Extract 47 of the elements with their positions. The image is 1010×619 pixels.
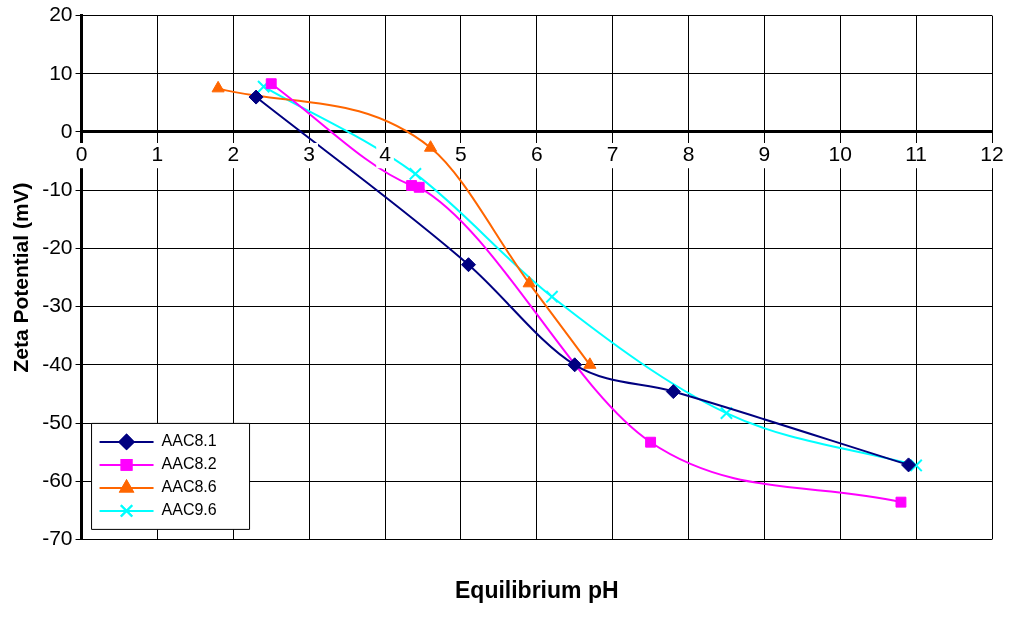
- x-tick-label: 9: [758, 142, 771, 166]
- point: [211, 80, 225, 93]
- point: [256, 79, 271, 94]
- x-tick-label: 5: [455, 142, 467, 166]
- y-tick-label: -40: [42, 351, 73, 375]
- point: [719, 406, 734, 420]
- y-tick-label: 20: [49, 2, 73, 26]
- legend-label: AAC9.6: [161, 501, 217, 519]
- y-tick-label: -50: [42, 409, 73, 433]
- y-tick-label: -30: [42, 293, 73, 317]
- point: [645, 436, 657, 448]
- point: [424, 140, 438, 152]
- x-tick-label: 0: [75, 142, 88, 166]
- x-tick-label: 12: [980, 142, 1004, 166]
- legend-label: AAC8.6: [161, 478, 217, 496]
- x-tick-label: 8: [682, 142, 695, 166]
- point: [909, 458, 923, 473]
- y-tick-label: 10: [49, 60, 73, 84]
- point: [413, 181, 425, 193]
- legend-label: AAC8.2: [161, 455, 217, 473]
- legend-label: AAC8.1: [161, 432, 217, 450]
- point: [583, 357, 597, 369]
- y-tick-label: 0: [60, 118, 73, 142]
- y-tick-label: -10: [42, 177, 73, 200]
- y-tick-label: -60: [42, 468, 73, 491]
- y-tick-label: -70: [42, 526, 73, 550]
- x-tick-label: 10: [828, 142, 852, 166]
- y-axis-title: Zeta Potential (mV): [9, 182, 33, 373]
- point: [545, 290, 559, 304]
- point: [460, 257, 476, 273]
- x-tick-label: 2: [227, 142, 240, 166]
- x-tick-label: 4: [379, 142, 392, 166]
- x-tick-label: 7: [606, 142, 619, 166]
- y-tick-label: -20: [42, 235, 73, 259]
- point: [522, 275, 536, 288]
- point: [901, 457, 917, 473]
- point: [895, 496, 907, 508]
- point: [567, 357, 583, 373]
- point: [665, 384, 681, 400]
- point: [265, 78, 277, 90]
- x-tick-label: 3: [303, 142, 316, 166]
- x-tick-label: 6: [530, 142, 543, 166]
- point: [248, 89, 264, 105]
- x-axis-title: Equilibrium pH: [454, 576, 619, 603]
- x-tick-label: 1: [151, 142, 164, 166]
- point: [408, 167, 423, 181]
- x-tick-label: 11: [905, 142, 928, 166]
